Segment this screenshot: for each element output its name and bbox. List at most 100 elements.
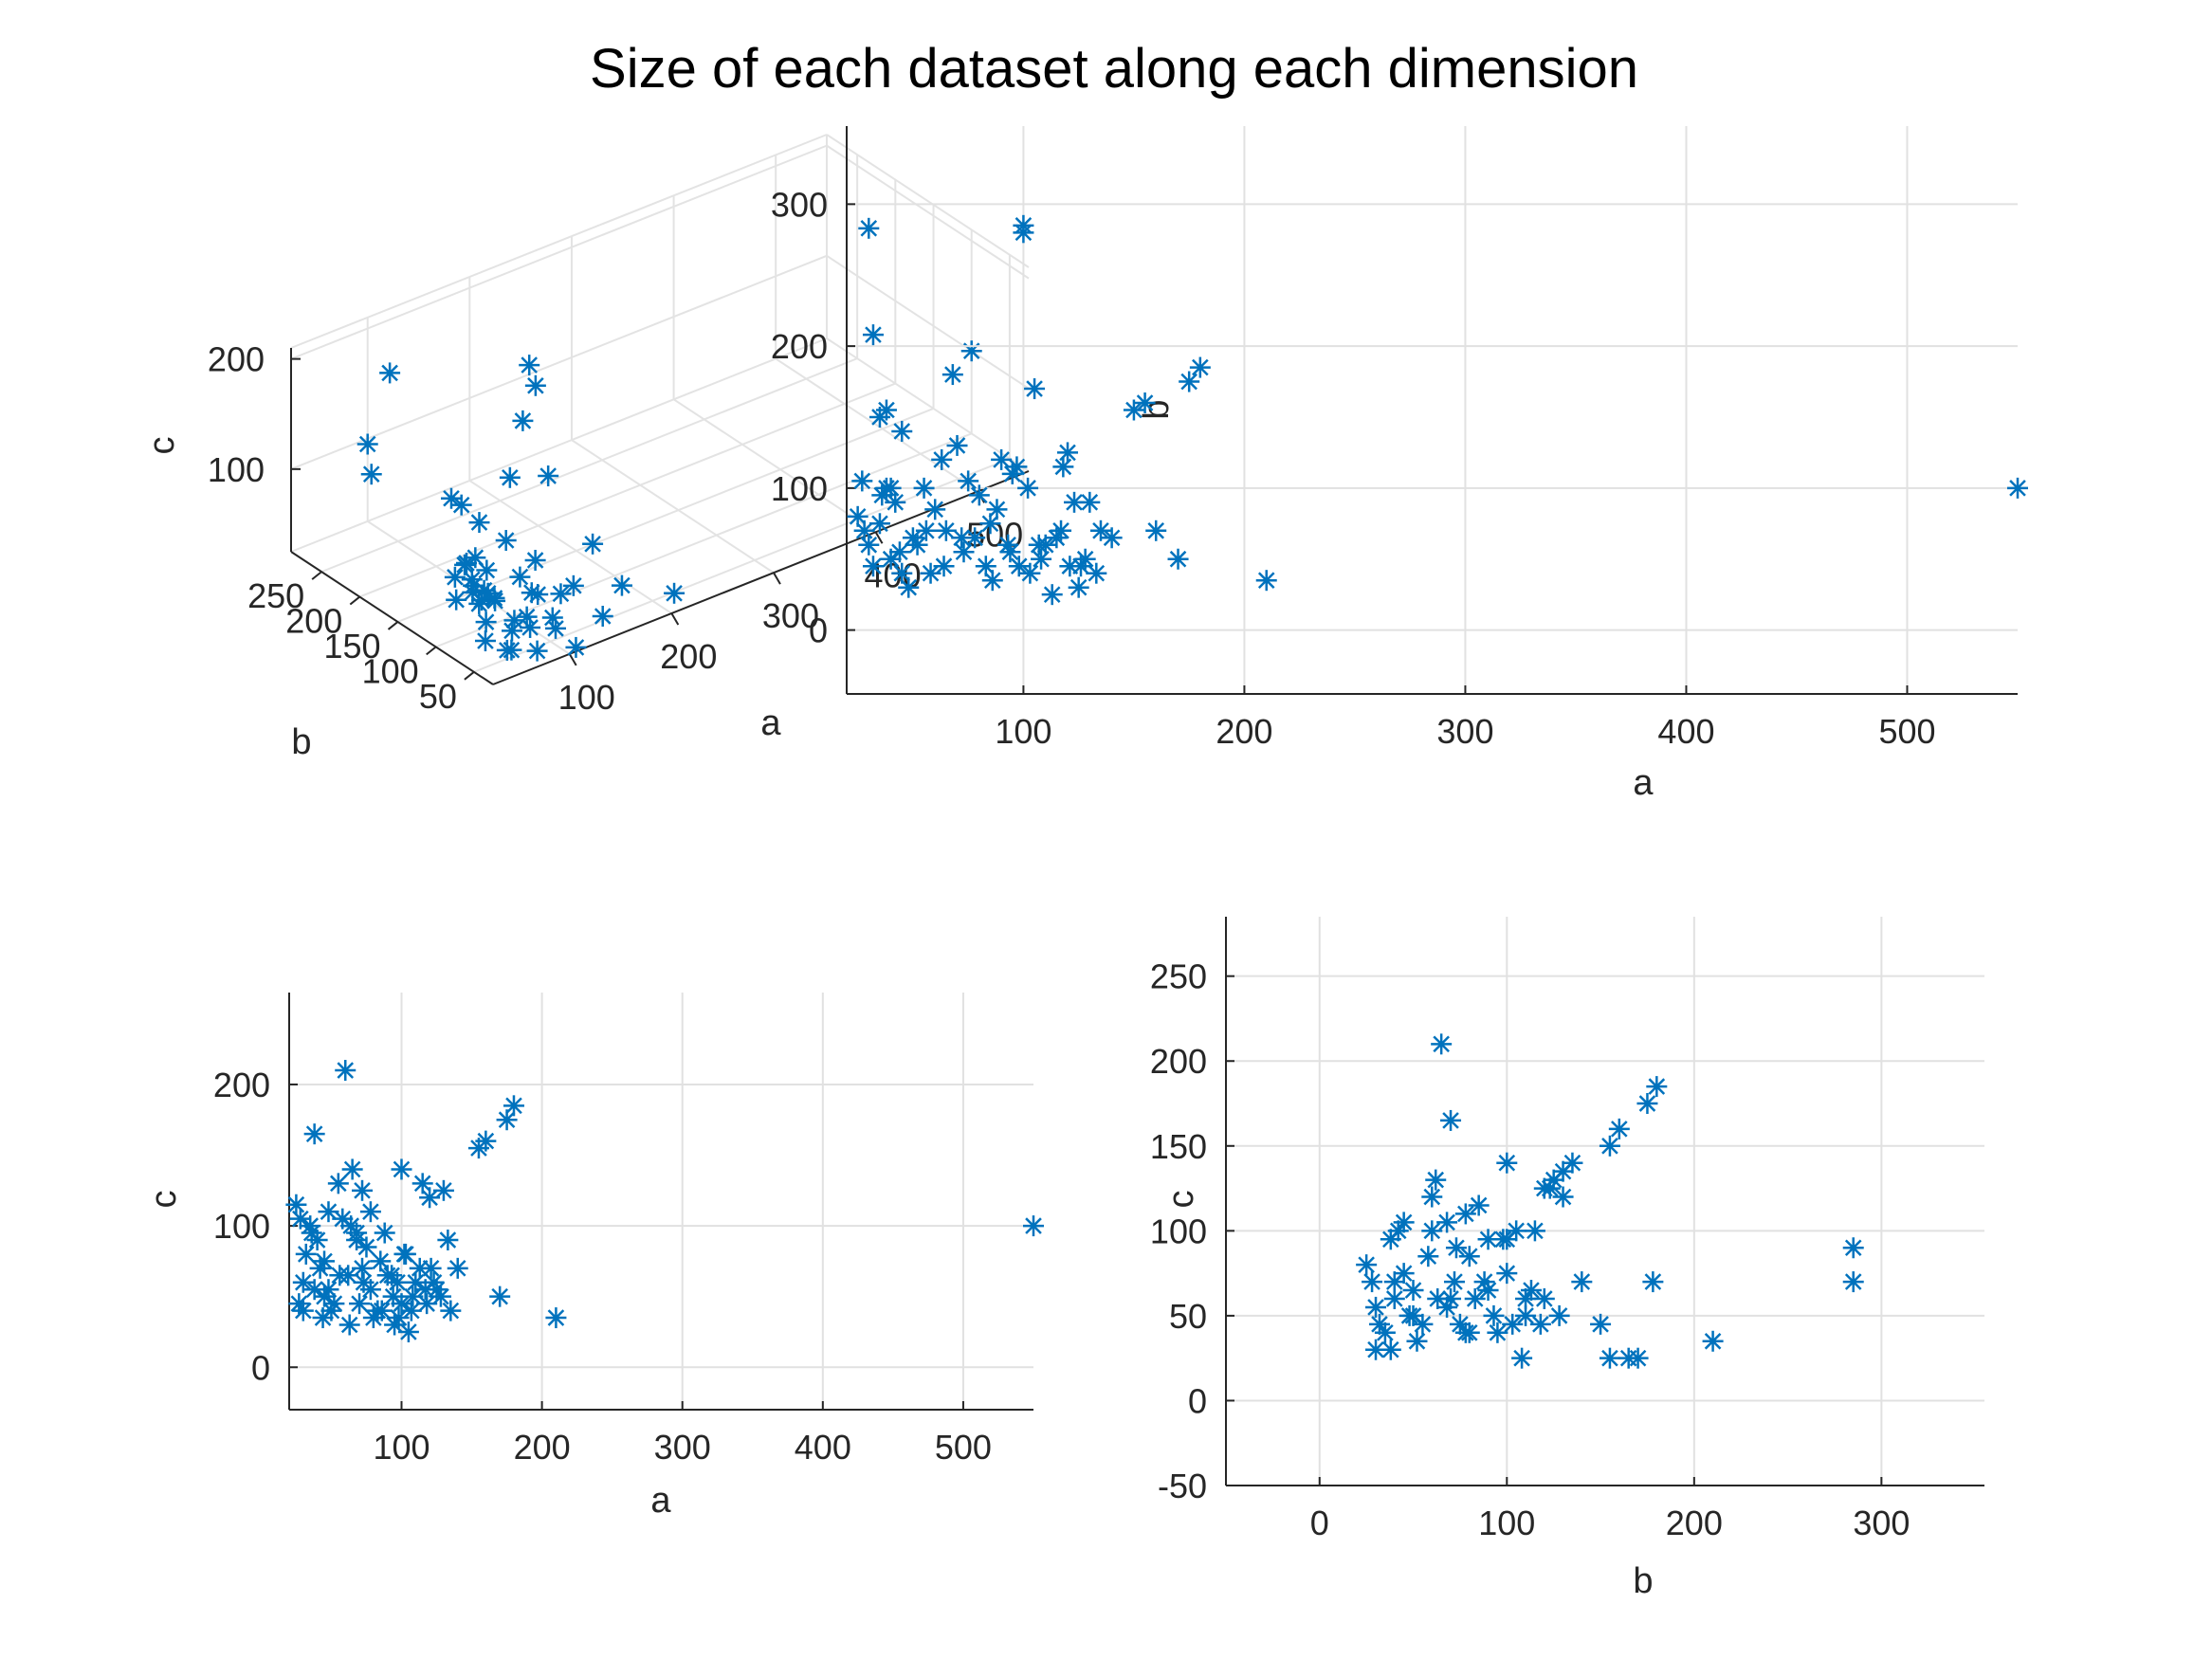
- data-point: [975, 556, 996, 577]
- data-points: [1356, 1033, 1864, 1369]
- data-point-3d: [545, 617, 567, 639]
- data-point: [1383, 1271, 1405, 1293]
- data-point: [301, 1222, 322, 1244]
- data-point: [891, 420, 913, 442]
- data-point: [862, 556, 884, 577]
- a-tick-label: 200: [660, 637, 717, 676]
- pane-edge: [290, 134, 828, 349]
- b-tick-label: 150: [323, 627, 380, 665]
- b-tick-label: 200: [285, 602, 342, 641]
- data-point: [1086, 562, 1107, 584]
- data-point: [545, 1307, 567, 1329]
- data-point: [349, 1293, 371, 1315]
- data-point-3d: [664, 582, 686, 604]
- data-point: [1445, 1237, 1467, 1259]
- b-tick: [426, 646, 437, 656]
- c-gridline: [290, 144, 828, 360]
- 3d-ylabel: b: [291, 722, 311, 762]
- data-point: [340, 1215, 362, 1237]
- data-point: [420, 1257, 442, 1279]
- data-points: [285, 1060, 1044, 1342]
- data-point: [1608, 1118, 1630, 1139]
- data-point: [862, 324, 884, 346]
- data-point: [935, 520, 957, 541]
- data-point: [1548, 1304, 1570, 1326]
- data-point: [1070, 556, 1091, 577]
- data-point: [1365, 1296, 1387, 1318]
- data-point: [1646, 1076, 1668, 1098]
- x-tick-label: 500: [1878, 712, 1935, 751]
- data-point: [1533, 1287, 1555, 1309]
- data-point: [1496, 1152, 1518, 1174]
- 3d-zlabel: c: [142, 437, 182, 455]
- data-point: [941, 364, 963, 386]
- 3d-points: [356, 340, 982, 662]
- data-point: [352, 1257, 374, 1279]
- data-point-3d: [524, 374, 546, 396]
- data-point: [2007, 477, 2028, 499]
- data-point: [933, 556, 955, 577]
- data-point: [1052, 456, 1074, 478]
- data-point-3d: [519, 355, 540, 376]
- data-point: [1031, 548, 1052, 570]
- 3d-xlabel: a: [760, 703, 781, 743]
- x-tick-label: 400: [795, 1428, 851, 1467]
- c-gridline: [826, 255, 1030, 390]
- data-point: [991, 448, 1013, 470]
- data-point: [964, 527, 986, 549]
- data-point: [1571, 1271, 1593, 1293]
- c-tick-label: 200: [208, 340, 265, 379]
- data-point-3d: [465, 547, 486, 569]
- data-point: [1013, 222, 1034, 244]
- x-axis-label: b: [1633, 1561, 1653, 1601]
- data-point: [946, 434, 968, 456]
- data-point: [1440, 1287, 1462, 1309]
- data-point: [341, 1158, 363, 1180]
- data-point: [868, 513, 890, 535]
- data-point-3d: [462, 581, 484, 603]
- data-point: [437, 1230, 459, 1251]
- data-point: [1618, 1347, 1639, 1369]
- data-point: [370, 1250, 392, 1272]
- data-point: [958, 470, 979, 492]
- data-point: [1464, 1287, 1486, 1309]
- data-point: [931, 448, 953, 470]
- data-point: [1511, 1347, 1533, 1369]
- data-point: [1842, 1271, 1864, 1293]
- data-point: [924, 499, 946, 520]
- y-tick-label: 200: [771, 327, 828, 366]
- data-point: [323, 1293, 345, 1315]
- data-point: [953, 541, 975, 563]
- data-point: [416, 1293, 438, 1315]
- data-point-3d: [960, 340, 982, 362]
- data-point: [1041, 584, 1063, 606]
- b-gridline: [358, 382, 896, 598]
- data-point: [1145, 520, 1167, 541]
- data-point-3d: [468, 512, 490, 534]
- data-point: [968, 484, 990, 506]
- x-tick-label: 500: [935, 1428, 992, 1467]
- b-gridline: [320, 357, 858, 574]
- data-point: [391, 1158, 412, 1180]
- data-point: [1006, 456, 1028, 478]
- data-point: [1356, 1254, 1378, 1276]
- data-point-3d: [565, 636, 587, 658]
- data-point-3d: [501, 639, 522, 661]
- data-point: [1539, 1177, 1561, 1199]
- y-tick-label: 100: [1150, 1212, 1207, 1250]
- data-point: [1008, 556, 1030, 577]
- data-point: [858, 217, 880, 239]
- grid: [1226, 917, 1984, 1486]
- data-point: [1487, 1322, 1508, 1343]
- y-tick-label: -50: [1158, 1467, 1207, 1505]
- data-point: [1425, 1169, 1447, 1191]
- data-point: [951, 527, 973, 549]
- x-tick-label: 300: [654, 1428, 711, 1467]
- data-point-3d: [360, 464, 382, 485]
- x-tick-label: 200: [1216, 712, 1272, 751]
- data-point: [1393, 1212, 1415, 1233]
- data-point: [1520, 1280, 1542, 1302]
- data-point: [289, 1208, 311, 1230]
- data-point: [1023, 1215, 1044, 1237]
